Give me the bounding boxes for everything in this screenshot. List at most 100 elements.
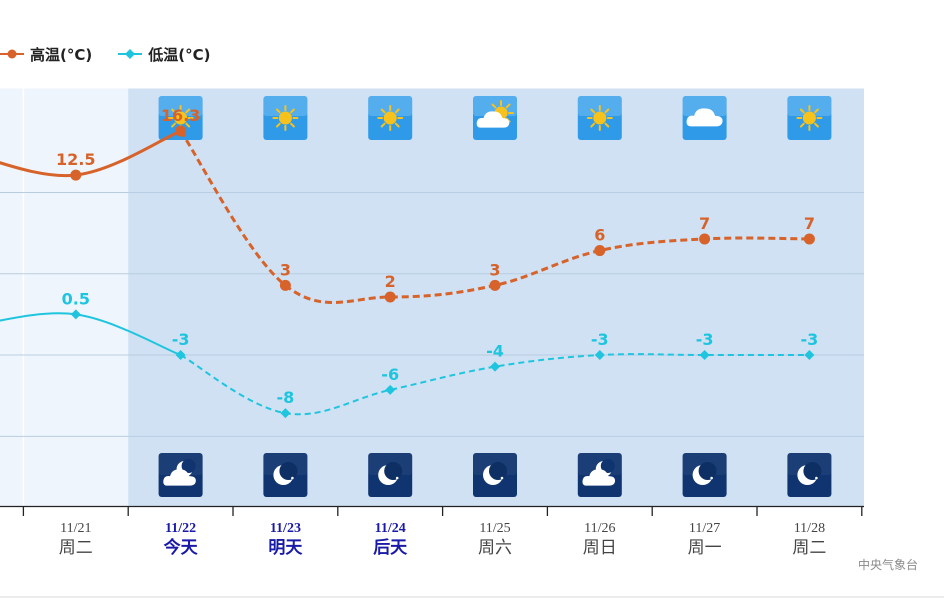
- low-temp-label: 0.5: [62, 289, 90, 308]
- cloudy-night-icon: [158, 453, 203, 497]
- moon-shadow: [489, 462, 507, 480]
- x-tick-date: 11/28: [794, 521, 825, 536]
- sunny-icon: [577, 96, 622, 140]
- sun-ray: [505, 103, 511, 109]
- sun-ray: [171, 108, 176, 114]
- high-temp-point: [70, 169, 82, 181]
- high-temp-point: [489, 279, 501, 291]
- high-temp-point: [175, 125, 187, 137]
- sun-ray: [604, 122, 610, 128]
- sun-ray: [604, 108, 610, 114]
- x-tick-date: 11/26: [584, 521, 615, 536]
- legend-low[interactable]: 低温(°C): [118, 44, 210, 65]
- moon-shadow: [803, 462, 822, 480]
- low-temp-label: -3: [591, 330, 609, 349]
- low-temp-label: -3: [172, 330, 190, 349]
- x-tick-weekday: 后天: [373, 538, 408, 558]
- sun-ray: [185, 108, 191, 114]
- x-tick-date: 11/24: [375, 521, 406, 536]
- low-temp-label: -3: [801, 330, 819, 349]
- sun-ray: [275, 108, 281, 114]
- low-temp-point: [804, 350, 815, 361]
- high-temp-label: 2: [385, 272, 396, 291]
- x-tick-weekday: 周日: [583, 538, 617, 558]
- star: [497, 481, 499, 483]
- high-temp-point: [279, 279, 291, 291]
- sun-ray: [185, 122, 191, 128]
- moon-shadow: [600, 459, 615, 473]
- star: [395, 476, 399, 480]
- star: [710, 476, 713, 480]
- high-temp-label: 16.3: [161, 106, 200, 125]
- clear-night-icon: [473, 453, 517, 497]
- high-temp-label: 6: [594, 226, 605, 245]
- cloud-shape: [686, 108, 723, 127]
- legend-high[interactable]: 高温(°C): [0, 44, 92, 65]
- x-tick-weekday: 今天: [164, 537, 199, 558]
- moon-shadow: [181, 459, 196, 473]
- moon-shadow: [384, 462, 403, 480]
- low-temp-label: -6: [381, 365, 399, 384]
- x-tick-date: 11/21: [60, 521, 91, 536]
- legend-low-label: 低温(°C): [148, 45, 211, 64]
- low-temp-point: [175, 350, 186, 361]
- sunny-icon: [368, 96, 413, 140]
- star: [706, 481, 709, 483]
- high-temp-label: 12.5: [56, 150, 95, 169]
- moon-shadow: [698, 462, 717, 480]
- sun-disc: [593, 111, 607, 125]
- high-temp-label: 7: [804, 214, 815, 233]
- partly-cloudy-icon: [473, 96, 517, 140]
- x-tick-weekday: 周二: [792, 538, 826, 558]
- low-temp-label: -4: [486, 342, 504, 361]
- x-tick-date: 11/22: [165, 521, 196, 536]
- star: [291, 476, 294, 480]
- x-tick-weekday: 明天: [268, 538, 303, 558]
- low-temp-label: -8: [277, 388, 295, 407]
- high-temp-point: [699, 233, 711, 245]
- sun-ray: [275, 122, 281, 128]
- low-temp-point: [280, 408, 291, 419]
- bottom-divider: [0, 596, 944, 598]
- legend-high-label: 高温(°C): [30, 45, 93, 64]
- sun-ray: [799, 108, 805, 114]
- x-tick-weekday: 周二: [59, 538, 93, 558]
- high-temp-point: [384, 291, 396, 303]
- sunny-icon: [263, 96, 308, 140]
- sun-disc: [174, 111, 188, 125]
- sun-ray: [394, 122, 400, 128]
- sun-ray: [290, 122, 295, 128]
- sun-ray: [171, 122, 176, 128]
- sun-ray: [814, 122, 819, 128]
- x-tick-date: 11/25: [479, 521, 510, 536]
- star: [811, 481, 814, 483]
- sun-disc: [278, 111, 292, 125]
- sun-disc: [383, 111, 397, 125]
- high-temp-label: 3: [489, 260, 500, 279]
- low-temp-point: [594, 350, 605, 361]
- sun-ray: [380, 108, 386, 114]
- cloud-shape: [476, 111, 510, 128]
- sunny-icon: [787, 96, 832, 140]
- star: [392, 481, 395, 483]
- star: [287, 481, 290, 483]
- high-temp-point: [594, 245, 606, 257]
- sun-ray: [799, 122, 805, 128]
- x-tick-date: 11/23: [270, 521, 301, 536]
- moon-shadow: [279, 462, 298, 480]
- sun-ray: [590, 108, 596, 114]
- sun-ray: [590, 122, 596, 128]
- low-temp-label: -3: [696, 330, 714, 349]
- sun-ray: [491, 103, 497, 109]
- legend-high-marker: [0, 49, 24, 59]
- clear-night-icon: [787, 453, 832, 497]
- cloud-shape: [582, 469, 616, 486]
- x-tick-date: 11/27: [689, 521, 720, 536]
- low-temp-point: [490, 361, 500, 372]
- sun-ray: [380, 122, 386, 128]
- chart-legend: 高温(°C) 低温(°C): [0, 40, 236, 68]
- high-temp-label: 7: [699, 214, 710, 233]
- low-temp-point: [699, 350, 710, 361]
- cloudy-icon: [682, 96, 727, 140]
